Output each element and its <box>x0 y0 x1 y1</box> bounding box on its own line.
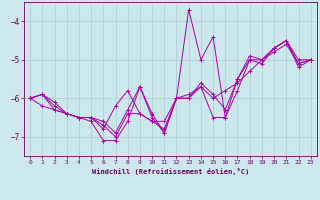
X-axis label: Windchill (Refroidissement éolien,°C): Windchill (Refroidissement éolien,°C) <box>92 168 249 175</box>
